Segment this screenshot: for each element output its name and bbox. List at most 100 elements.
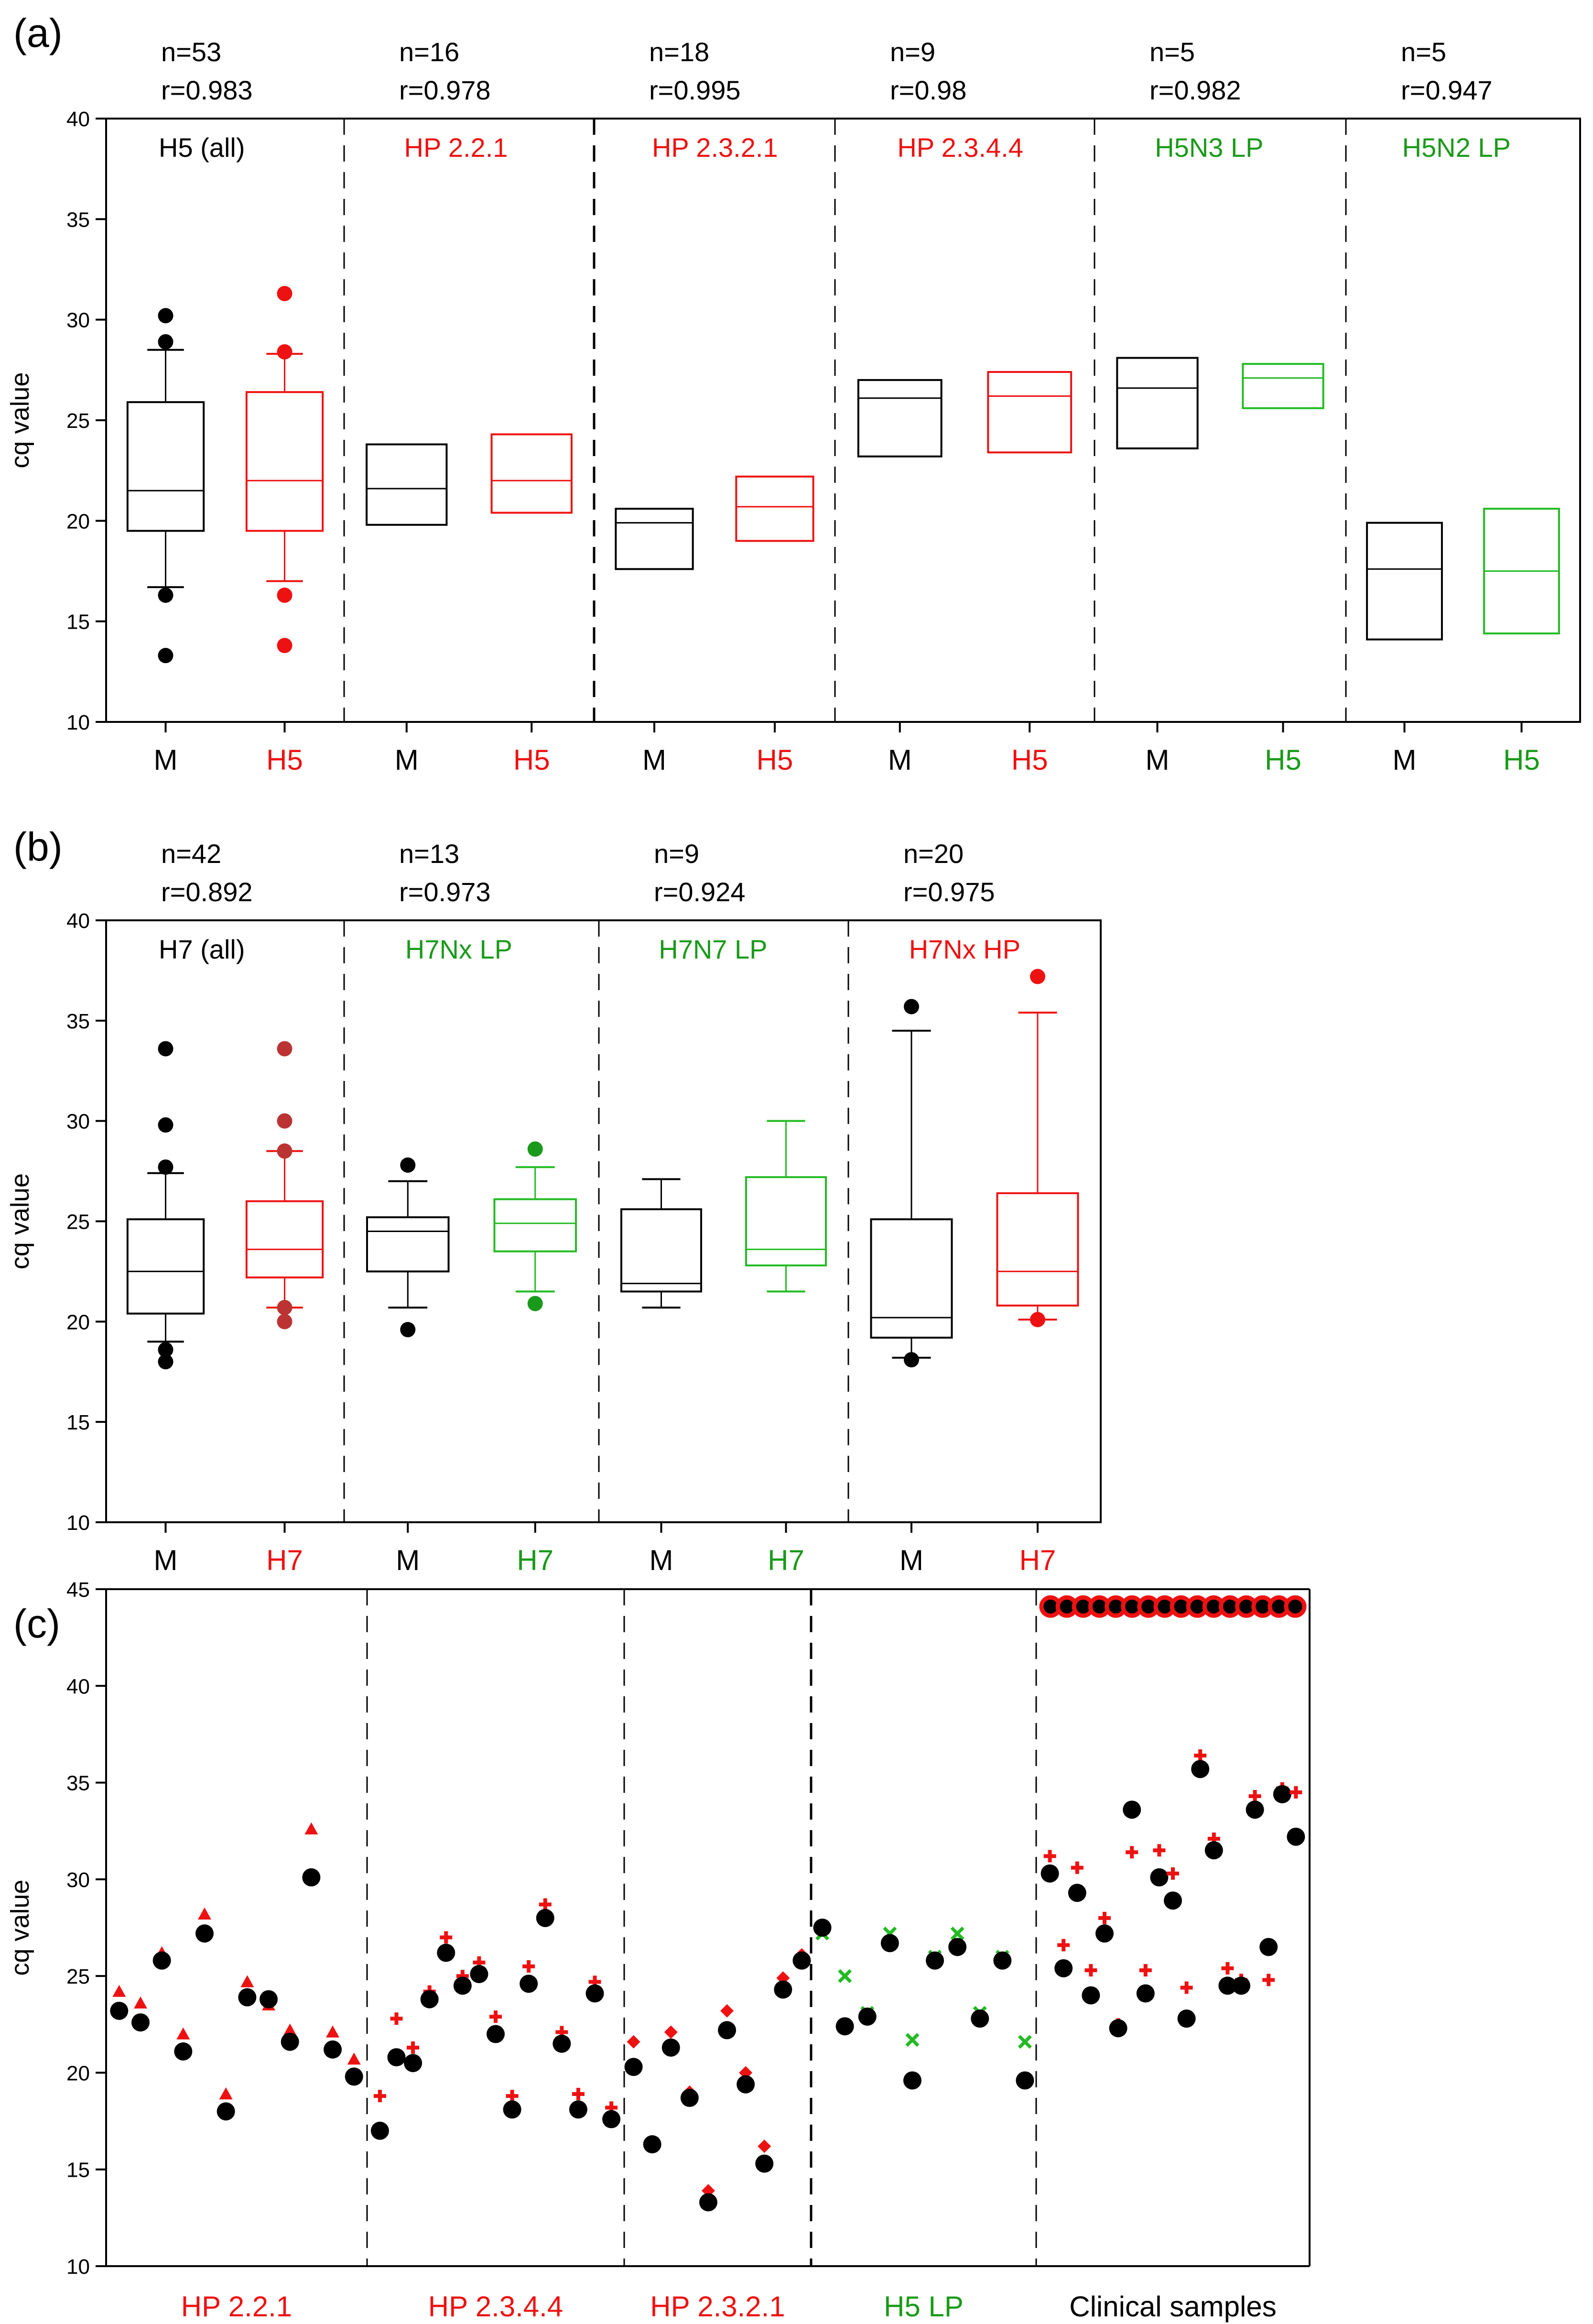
panel-b-group-1-box-h7-outlier (277, 1113, 293, 1129)
panel-c-group-5-category-label: Clinical samples (1069, 2291, 1276, 2323)
panel-c-group-2-plus-marker (539, 1898, 552, 1911)
panel-b-group-4-box-m-category-label: M (899, 1544, 923, 1576)
panel-c-ytick-label: 10 (66, 2255, 90, 2279)
panel-c-group-4-point (880, 1934, 899, 1953)
panel-a-group-6-r-label: r=0.947 (1401, 75, 1493, 105)
panel-c-group-1-point (110, 2001, 129, 2020)
panel-c-group-1-triangle-marker (240, 1975, 254, 1987)
panel-a-ytick-label: 40 (66, 108, 90, 131)
panel-c-group-3-point (755, 2154, 774, 2173)
panel-c-group-2-point (602, 2110, 621, 2128)
panel-b-group-1-box-h7-outlier (277, 1143, 293, 1159)
panel-b-letter: (b) (13, 824, 63, 869)
panel-b-group-4-box-m-outlier (904, 999, 919, 1015)
panel-b-ytick-label: 30 (66, 1110, 90, 1134)
panel-a-group-1-box-m-outlier (158, 334, 173, 349)
panel-c-group-5-point (1123, 1800, 1141, 1819)
panel-c-group-1-triangle-marker (283, 2023, 297, 2036)
panel-c-group-5-point (1164, 1891, 1182, 1910)
panel-c-group-3-diamond-marker (758, 2139, 771, 2153)
panel-c-group-2-plus-marker (390, 2012, 403, 2025)
panel-c-group-4-x-marker (1018, 2035, 1032, 2049)
panel-b-ytick-label: 35 (66, 1010, 90, 1033)
panel-b-group-3-r-label: r=0.924 (654, 877, 746, 907)
panel-c-group-1-point (260, 1990, 278, 2008)
panel-a-group-1-box-h5-outlier (277, 285, 293, 301)
panel-c-group-2-point (387, 2048, 406, 2067)
panel-c-group-1-triangle-marker (347, 2052, 361, 2065)
panel-c-group-5-plus-marker (1139, 1964, 1152, 1977)
panel-c-ytick-label: 45 (66, 1578, 90, 1602)
panel-a-ytick-label: 10 (66, 711, 90, 734)
panel-b-group-2-n-label: n=13 (399, 839, 459, 869)
panel-b-group-1-box-m-outlier (158, 1117, 173, 1133)
panel-c-group-1-point (324, 2040, 342, 2059)
panel-a-group-4-box-m (857, 379, 943, 458)
panel-b-group-3-title: H7N7 LP (659, 934, 767, 964)
panel-c-group-2-point (585, 1984, 604, 2003)
panel-c-group-4-point (903, 2071, 921, 2090)
panel-c-group-3-point (699, 2193, 717, 2212)
panel-b-group-1-box-h7 (245, 1200, 324, 1279)
panel-a-group-4-box-h5 (987, 371, 1073, 454)
panel-c-group-3-category-label: HP 2.3.2.1 (650, 2291, 785, 2323)
panel-c-group-2-plus-marker (522, 1960, 535, 1973)
panel-a-group-1-box-m-category-label: M (154, 744, 178, 776)
panel-a-group-6-box-h5-category-label: H5 (1503, 744, 1540, 776)
panel-c-group-3-point (661, 2038, 680, 2057)
panel-b-group-2-title: H7Nx LP (405, 934, 512, 964)
panel-b-group-4-box-h7-outlier (1030, 969, 1045, 984)
panel-a-group-2-title: HP 2.2.1 (404, 132, 508, 163)
panel-c-ytick-label: 15 (66, 2159, 90, 2182)
panel-a-group-5-box-m-category-label: M (1146, 744, 1170, 776)
panel-b-group-2-box-h7-category-label: H7 (517, 1544, 553, 1576)
panel-a-group-6-n-label: n=5 (1401, 37, 1446, 67)
panel-c-group-2-point (420, 1990, 439, 2008)
panel-c-group-1-triangle-marker (112, 1985, 126, 1997)
panel-c-group-2-category-label: HP 2.3.4.4 (428, 2291, 563, 2323)
panel-c-group-2-point (536, 1909, 554, 1927)
panel-a-group-4-box-h5-category-label: H5 (1011, 744, 1048, 776)
panel-c-group-4-x-marker (950, 1926, 964, 1941)
panel-c-group-4-point (858, 2008, 877, 2026)
panel-c-group-5-point (1040, 1864, 1059, 1883)
panel-a-group-4-box-m-category-label: M (888, 744, 912, 776)
panel-b-group-1-box-h7-outlier (277, 1314, 293, 1330)
panel-c-group-3-diamond-marker (664, 2025, 678, 2039)
panel-a-group-2-r-label: r=0.978 (399, 75, 491, 105)
panel-c-group-3-point (680, 2089, 699, 2107)
panel-a-group-2-box-m-category-label: M (395, 744, 419, 776)
panel-c-group-5-point (1177, 2009, 1196, 2028)
panel-c-group-5-point (1054, 1959, 1073, 1977)
panel-c-group-2-plus-marker (373, 2090, 386, 2103)
panel-c-group-4-point (1016, 2071, 1034, 2090)
panel-b-group-4-n-label: n=20 (903, 839, 964, 869)
panel-b-group-3-n-label: n=9 (654, 839, 699, 869)
panel-c-group-2-plus-marker (407, 2041, 420, 2054)
panel-c-group-5-point (1136, 1984, 1155, 2003)
panel-b-group-3-box-m (620, 1208, 703, 1293)
panel-b-ytick-label: 40 (66, 909, 90, 933)
panel-c-ytick-label: 40 (66, 1675, 90, 1698)
panel-c-group-3-diamond-marker (627, 2035, 640, 2049)
panel-c-group-4-point (948, 1938, 967, 1956)
panel-a-ytick-label: 15 (66, 611, 90, 634)
panel-c-group-2-plus-marker (506, 2090, 519, 2103)
panel-a-group-1-box-h5-category-label: H5 (266, 744, 303, 776)
panel-c-group-5-plus-marker (1043, 1850, 1056, 1863)
panel-a-group-1-n-label: n=53 (161, 37, 221, 67)
panel-a-ytick-label: 20 (66, 510, 90, 533)
panel-c-ytick-label: 25 (66, 1965, 90, 1988)
panel-c-group-5-point (1259, 1938, 1278, 1956)
panel-b-group-1-box-m-outlier (158, 1354, 173, 1370)
panel-c-group-2-point (503, 2100, 521, 2119)
panel-c-group-1-point (195, 1924, 214, 1943)
panel-c-group-4-x-marker (905, 2033, 920, 2047)
panel-c-group-3-point (737, 2075, 755, 2094)
panel-a-group-5-box-h5-category-label: H5 (1265, 744, 1301, 776)
panel-b-group-1-title: H7 (all) (159, 934, 245, 964)
panel-a-group-2-box-h5 (490, 433, 573, 514)
panel-b-ytick-label: 20 (66, 1310, 90, 1334)
panel-a-ytick-label: 30 (66, 309, 90, 332)
panel-c-group-5-point (1082, 1986, 1100, 2005)
